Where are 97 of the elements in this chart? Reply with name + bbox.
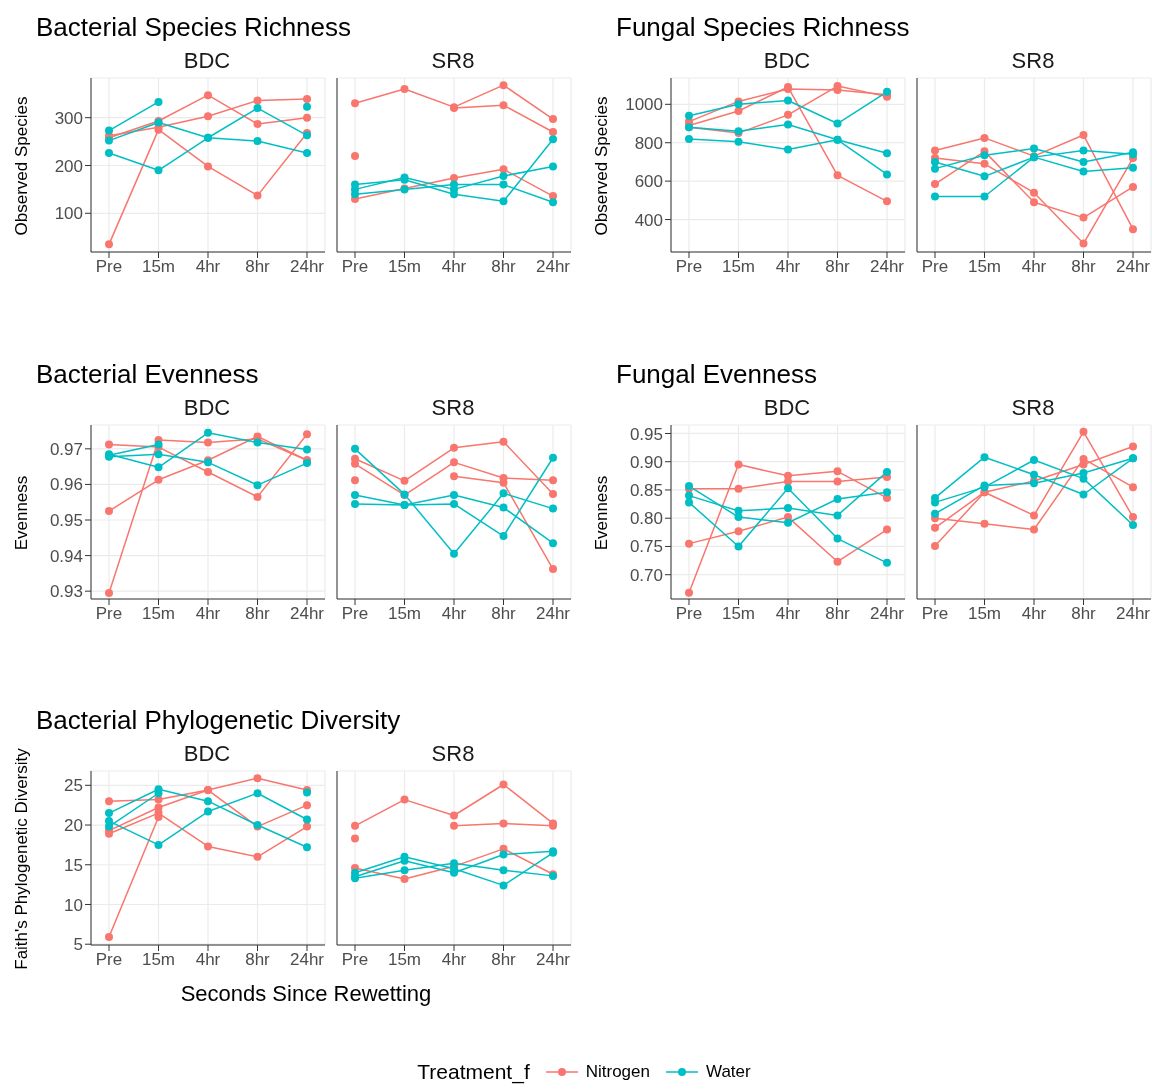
y-tick-label: 1000 xyxy=(625,95,663,115)
chart-subtitle: BDC xyxy=(762,395,812,421)
y-tick-label: 0.85 xyxy=(629,481,663,500)
x-tick-label: Pre xyxy=(675,257,703,277)
chart-subtitle: SR8 xyxy=(1010,48,1056,74)
chart-title: Bacterial Species Richness xyxy=(36,12,352,43)
y-tick-label: 10 xyxy=(64,895,83,915)
chart-subtitle: SR8 xyxy=(430,48,476,74)
y-tick-label: 0.96 xyxy=(49,475,83,495)
x-tick-label: Pre xyxy=(921,257,949,277)
x-tick-label: Pre xyxy=(341,257,369,277)
x-tick-label: 24hr xyxy=(1115,257,1151,277)
x-tick-label: Pre xyxy=(95,257,123,277)
y-tick-label: 0.94 xyxy=(49,546,83,566)
y-tick-label: 300 xyxy=(54,108,83,128)
x-tick-label: 15m xyxy=(387,950,422,970)
x-tick-label: 24hr xyxy=(535,604,571,624)
chart-subtitle: SR8 xyxy=(1010,395,1056,421)
x-tick-label: Pre xyxy=(95,604,123,624)
x-tick-label: 24hr xyxy=(535,950,571,970)
x-tick-label: 15m xyxy=(721,257,756,277)
x-tick-label: 4hr xyxy=(1021,257,1047,277)
y-tick-label: 200 xyxy=(54,156,83,176)
x-tick-label: 24hr xyxy=(289,257,325,277)
y-axis-title: Evenness xyxy=(12,475,32,551)
chart-subtitle: SR8 xyxy=(430,395,476,421)
legend-title: Treatment_f xyxy=(417,1060,530,1084)
x-tick-label: 24hr xyxy=(869,604,905,624)
x-tick-label: 8hr xyxy=(825,257,851,277)
x-tick-label: 24hr xyxy=(535,257,571,277)
y-tick-label: 0.93 xyxy=(49,582,83,602)
x-tick-label: 15m xyxy=(721,604,756,624)
chart-title: Bacterial Evenness xyxy=(36,359,259,390)
x-tick-label: 4hr xyxy=(441,950,467,970)
chart-title: Fungal Evenness xyxy=(616,359,817,390)
y-tick-label: 0.70 xyxy=(629,565,663,585)
chart-title: Fungal Species Richness xyxy=(616,12,910,43)
x-tick-label: 8hr xyxy=(491,950,517,970)
x-tick-label: 24hr xyxy=(1115,604,1151,624)
legend-label: Nitrogen xyxy=(585,1062,650,1082)
chart-subtitle: BDC xyxy=(182,741,232,767)
x-tick-label: 8hr xyxy=(245,257,271,277)
y-tick-label: 25 xyxy=(64,776,83,796)
x-tick-label: 8hr xyxy=(491,257,517,277)
y-tick-label: 20 xyxy=(64,816,83,836)
x-tick-label: Pre xyxy=(95,950,123,970)
y-tick-label: 800 xyxy=(634,133,663,153)
x-tick-label: 4hr xyxy=(1021,604,1047,624)
x-tick-label: 15m xyxy=(387,604,422,624)
chart-subtitle: BDC xyxy=(182,395,232,421)
y-tick-label: 100 xyxy=(54,204,83,224)
x-tick-label: 24hr xyxy=(289,604,325,624)
x-tick-label: 4hr xyxy=(195,950,221,970)
y-axis-title: Observed Species xyxy=(12,96,32,236)
x-tick-label: 15m xyxy=(967,604,1002,624)
x-tick-label: 24hr xyxy=(289,950,325,970)
y-tick-label: 0.95 xyxy=(49,511,83,531)
y-tick-label: 0.97 xyxy=(49,439,83,459)
y-tick-label: 0.75 xyxy=(629,537,663,557)
y-tick-label: 15 xyxy=(64,855,83,875)
x-tick-label: 8hr xyxy=(245,604,271,624)
chart-subtitle: BDC xyxy=(762,48,812,74)
x-tick-label: 15m xyxy=(141,257,176,277)
legend-label: Water xyxy=(705,1062,751,1082)
chart-subtitle: SR8 xyxy=(430,741,476,767)
x-tick-label: 4hr xyxy=(195,257,221,277)
x-axis-title: Seconds Since Rewetting xyxy=(179,981,433,1007)
x-tick-label: 4hr xyxy=(775,604,801,624)
y-axis-title: Evenness xyxy=(592,475,612,551)
x-tick-label: 4hr xyxy=(441,604,467,624)
x-tick-label: 24hr xyxy=(869,257,905,277)
x-tick-label: 4hr xyxy=(195,604,221,624)
x-tick-label: 15m xyxy=(387,257,422,277)
y-tick-label: 0.90 xyxy=(629,452,663,472)
x-tick-label: 8hr xyxy=(1071,604,1097,624)
x-tick-label: 8hr xyxy=(491,604,517,624)
y-tick-label: 0.80 xyxy=(629,509,663,529)
y-tick-label: 400 xyxy=(634,210,663,230)
x-tick-label: Pre xyxy=(921,604,949,624)
x-tick-label: 4hr xyxy=(775,257,801,277)
x-tick-label: 4hr xyxy=(441,257,467,277)
x-tick-label: Pre xyxy=(341,604,369,624)
x-tick-label: 8hr xyxy=(1071,257,1097,277)
y-tick-label: 600 xyxy=(634,172,663,192)
x-tick-label: 8hr xyxy=(825,604,851,624)
y-axis-title: Faith's Phylogenetic Diversity xyxy=(12,748,32,970)
x-tick-label: 15m xyxy=(141,950,176,970)
x-tick-label: 15m xyxy=(141,604,176,624)
x-tick-label: 15m xyxy=(967,257,1002,277)
y-tick-label: 0.95 xyxy=(629,424,663,444)
x-tick-label: Pre xyxy=(341,950,369,970)
chart-title: Bacterial Phylogenetic Diversity xyxy=(36,705,401,736)
y-tick-label: 5 xyxy=(73,935,83,955)
chart-subtitle: BDC xyxy=(182,48,232,74)
y-axis-title: Observed Species xyxy=(592,96,612,236)
x-tick-label: 8hr xyxy=(245,950,271,970)
x-tick-label: Pre xyxy=(675,604,703,624)
